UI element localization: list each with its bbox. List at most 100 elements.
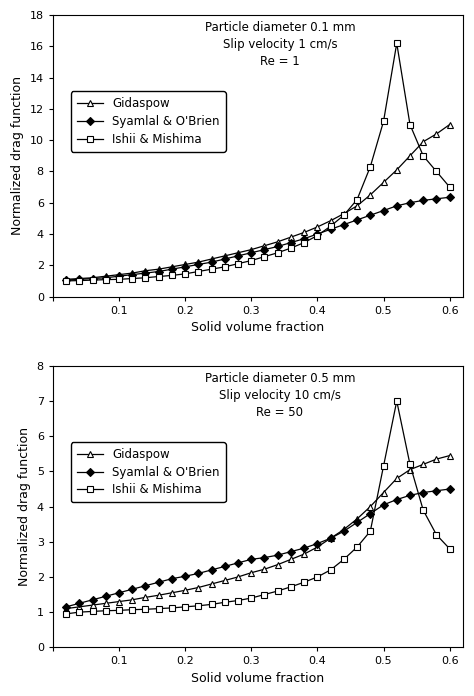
Syamlal & O'Brien	[315, 230, 320, 238]
Gidaspow	[420, 460, 426, 468]
Syamlal & O'Brien	[143, 269, 148, 277]
Gidaspow	[434, 129, 439, 138]
Ishii & Mishima	[156, 272, 162, 280]
Ishii & Mishima	[76, 276, 82, 285]
Gidaspow	[341, 209, 346, 218]
Gidaspow	[195, 583, 201, 592]
Text: Particle diameter 0.5 mm
Slip velocity 10 cm/s
Re = 50: Particle diameter 0.5 mm Slip velocity 1…	[205, 372, 355, 418]
Syamlal & O'Brien	[182, 572, 188, 580]
Syamlal & O'Brien	[447, 485, 453, 493]
Ishii & Mishima	[328, 222, 333, 230]
Ishii & Mishima	[222, 262, 228, 271]
Gidaspow	[447, 120, 453, 129]
Ishii & Mishima	[394, 39, 400, 47]
Gidaspow	[262, 242, 267, 250]
Ishii & Mishima	[420, 152, 426, 160]
Gidaspow	[235, 248, 241, 257]
Ishii & Mishima	[407, 460, 413, 468]
Ishii & Mishima	[367, 527, 373, 535]
Gidaspow	[169, 262, 175, 271]
Ishii & Mishima	[103, 276, 109, 284]
Ishii & Mishima	[182, 269, 188, 278]
Ishii & Mishima	[315, 231, 320, 239]
Gidaspow	[222, 252, 228, 260]
Gidaspow	[394, 474, 400, 482]
Syamlal & O'Brien	[222, 562, 228, 571]
Gidaspow	[156, 265, 162, 274]
Y-axis label: Normalized drag function: Normalized drag function	[11, 77, 24, 235]
Syamlal & O'Brien	[182, 262, 188, 271]
Gidaspow	[116, 271, 122, 279]
Syamlal & O'Brien	[367, 509, 373, 518]
Ishii & Mishima	[143, 274, 148, 282]
Syamlal & O'Brien	[129, 585, 135, 594]
Syamlal & O'Brien	[434, 195, 439, 203]
Ishii & Mishima	[63, 610, 69, 618]
X-axis label: Solid volume fraction: Solid volume fraction	[191, 672, 324, 685]
Syamlal & O'Brien	[315, 539, 320, 548]
X-axis label: Solid volume fraction: Solid volume fraction	[191, 321, 324, 334]
Syamlal & O'Brien	[407, 491, 413, 500]
Syamlal & O'Brien	[275, 242, 281, 251]
Gidaspow	[182, 586, 188, 594]
Ishii & Mishima	[381, 117, 386, 125]
Ishii & Mishima	[116, 275, 122, 283]
Syamlal & O'Brien	[116, 589, 122, 597]
Line: Gidaspow: Gidaspow	[63, 121, 453, 283]
Syamlal & O'Brien	[209, 258, 214, 267]
Syamlal & O'Brien	[367, 211, 373, 219]
Ishii & Mishima	[209, 265, 214, 274]
Ishii & Mishima	[301, 578, 307, 587]
Syamlal & O'Brien	[381, 206, 386, 214]
Ishii & Mishima	[288, 244, 294, 252]
Ishii & Mishima	[103, 606, 109, 615]
Ishii & Mishima	[354, 196, 360, 204]
Ishii & Mishima	[182, 603, 188, 611]
Ishii & Mishima	[90, 607, 95, 615]
Syamlal & O'Brien	[262, 553, 267, 562]
Ishii & Mishima	[341, 211, 346, 219]
Line: Syamlal & O'Brien: Syamlal & O'Brien	[63, 486, 453, 610]
Gidaspow	[262, 565, 267, 574]
Syamlal & O'Brien	[288, 239, 294, 247]
Gidaspow	[63, 275, 69, 283]
Syamlal & O'Brien	[63, 603, 69, 611]
Gidaspow	[63, 604, 69, 612]
Gidaspow	[354, 202, 360, 210]
Syamlal & O'Brien	[143, 582, 148, 590]
Ishii & Mishima	[195, 601, 201, 610]
Gidaspow	[76, 274, 82, 283]
Gidaspow	[275, 237, 281, 246]
Gidaspow	[394, 166, 400, 174]
Gidaspow	[288, 233, 294, 242]
Syamlal & O'Brien	[341, 221, 346, 229]
Ishii & Mishima	[116, 606, 122, 615]
Syamlal & O'Brien	[235, 559, 241, 567]
Ishii & Mishima	[367, 163, 373, 171]
Ishii & Mishima	[235, 596, 241, 605]
Gidaspow	[222, 576, 228, 585]
Gidaspow	[143, 593, 148, 601]
Gidaspow	[209, 255, 214, 263]
Gidaspow	[90, 274, 95, 282]
Syamlal & O'Brien	[328, 225, 333, 233]
Syamlal & O'Brien	[381, 500, 386, 509]
Syamlal & O'Brien	[195, 260, 201, 269]
Gidaspow	[90, 601, 95, 609]
Ishii & Mishima	[275, 587, 281, 595]
Line: Ishii & Mishima: Ishii & Mishima	[63, 40, 453, 284]
Text: Particle diameter 0.1 mm
Slip velocity 1 cm/s
Re = 1: Particle diameter 0.1 mm Slip velocity 1…	[205, 21, 355, 68]
Ishii & Mishima	[394, 397, 400, 405]
Ishii & Mishima	[407, 120, 413, 129]
Syamlal & O'Brien	[76, 599, 82, 608]
Ishii & Mishima	[434, 530, 439, 539]
Gidaspow	[182, 260, 188, 269]
Gidaspow	[315, 223, 320, 231]
Gidaspow	[341, 525, 346, 534]
Ishii & Mishima	[156, 604, 162, 612]
Syamlal & O'Brien	[156, 267, 162, 276]
Syamlal & O'Brien	[354, 519, 360, 527]
Gidaspow	[288, 555, 294, 564]
Ishii & Mishima	[262, 590, 267, 599]
Syamlal & O'Brien	[248, 555, 254, 564]
